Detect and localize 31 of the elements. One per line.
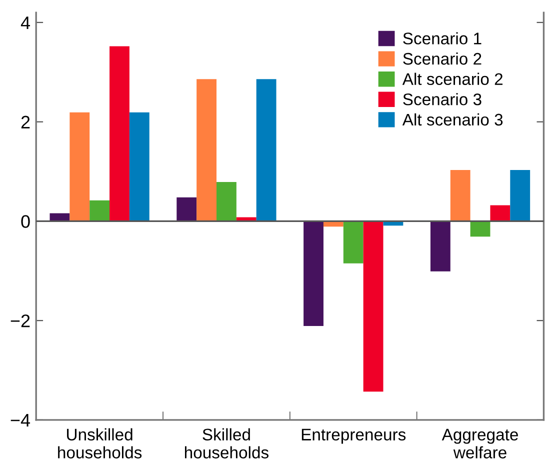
bar <box>216 182 236 222</box>
y-tick-label: −2 <box>10 314 30 328</box>
bar <box>196 79 216 222</box>
y-tick-label: −4 <box>10 414 30 426</box>
bar <box>256 79 276 222</box>
x-tick-label: Entrepreneurs <box>302 428 406 444</box>
bar <box>490 205 510 222</box>
legend-label: Scenario 1 <box>403 32 482 44</box>
legend-label: Alt scenario 3 <box>402 113 503 126</box>
y-tick-label: 4 <box>20 16 30 30</box>
bar <box>510 170 530 222</box>
bar <box>129 112 150 222</box>
x-tick-label: Skilled households <box>184 428 268 458</box>
bar <box>176 197 197 222</box>
y-tick-label: 2 <box>21 116 30 128</box>
legend-label: Alt scenario 2 <box>402 72 503 86</box>
y-tick-label: 0 <box>21 215 30 228</box>
legend-label: Scenario 2 <box>403 52 482 65</box>
bar <box>450 170 470 222</box>
bar <box>70 112 90 222</box>
bar <box>343 221 364 264</box>
bar <box>304 221 324 326</box>
bar <box>110 46 130 222</box>
bar <box>363 221 384 392</box>
x-tick-label: Unskilled households <box>58 428 142 458</box>
bar <box>50 213 70 222</box>
bar <box>430 221 450 272</box>
bar <box>470 221 490 237</box>
legend-label: Scenario 3 <box>403 93 482 106</box>
bar <box>90 200 110 222</box>
x-tick-label: Aggregate welfare <box>442 428 518 458</box>
